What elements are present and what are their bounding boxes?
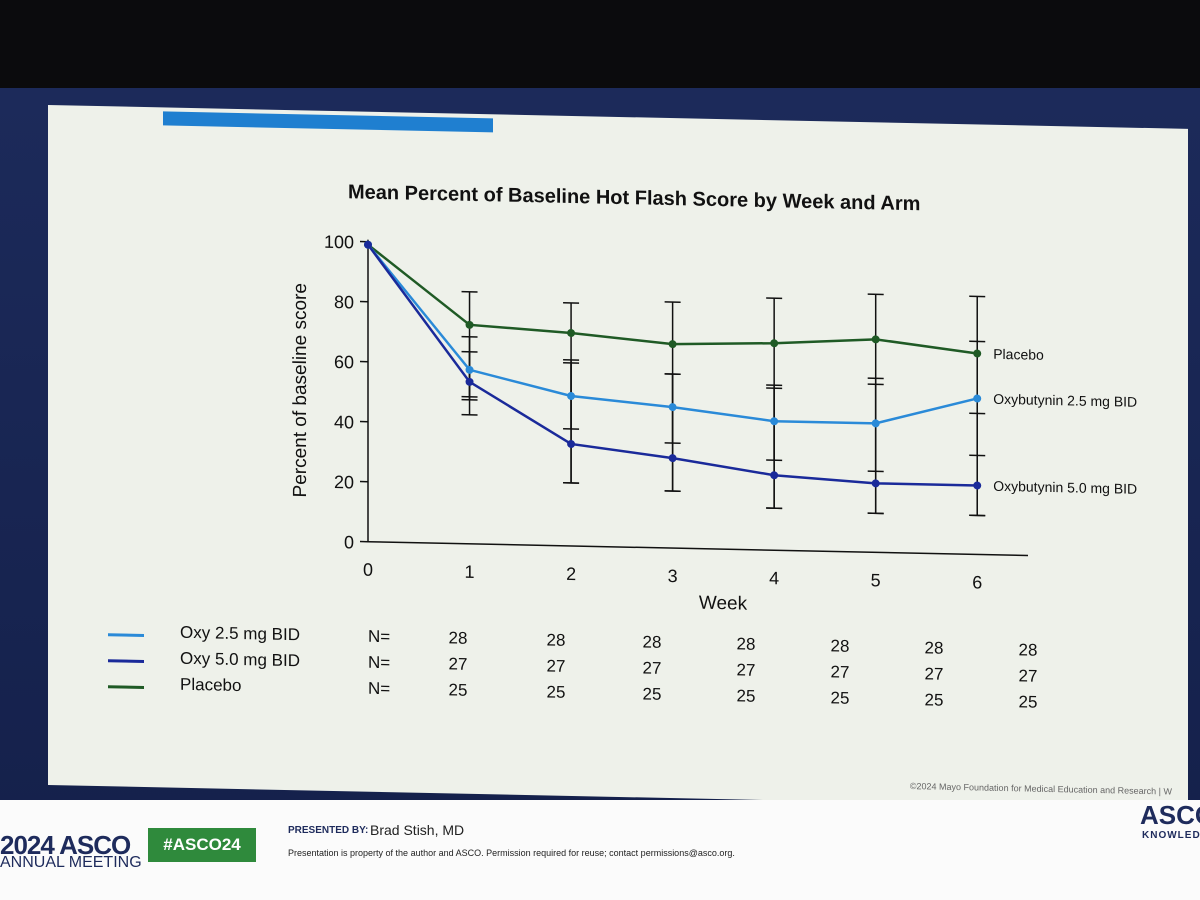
series-end-label: Oxybutynin 5.0 mg BID — [993, 478, 1137, 497]
hashtag-badge: #ASCO24 — [148, 828, 256, 862]
line-chart: 0 20 40 60 80 100 0 1 2 3 4 5 6 Week Percent of baseli… — [290, 232, 1137, 615]
data-point — [668, 403, 677, 412]
data-point — [770, 339, 779, 348]
data-point — [871, 479, 880, 488]
data-point — [465, 377, 474, 386]
data-point — [668, 340, 677, 349]
x-tick-label: 2 — [566, 564, 576, 584]
x-tick-label: 4 — [769, 568, 779, 588]
n-value: 28 — [546, 630, 566, 650]
n-value: 25 — [1018, 692, 1038, 712]
n-value: 28 — [448, 628, 468, 648]
legend-swatch — [108, 633, 144, 638]
n-value: 28 — [736, 634, 756, 654]
data-point — [973, 394, 982, 403]
asco-meeting-logo: 2024 ASCO — [0, 830, 131, 860]
data-point — [973, 349, 982, 358]
n-value: 27 — [736, 660, 756, 680]
x-tick-label: 5 — [871, 570, 881, 590]
footer: 2024 ASCO ANNUAL MEETING #ASCO24 PRESENT… — [0, 800, 1200, 900]
data-point — [770, 417, 779, 426]
asco-brand-logo: ASCO — [1140, 800, 1200, 830]
data-point — [364, 240, 372, 249]
n-value: 25 — [736, 686, 756, 706]
y-tick-label: 100 — [324, 232, 354, 253]
data-point — [567, 391, 576, 400]
data-point — [567, 328, 576, 337]
n-value: 28 — [830, 636, 850, 656]
n-value: 27 — [1018, 666, 1038, 686]
x-tick-label: 6 — [972, 572, 982, 592]
n-value: 28 — [924, 638, 944, 658]
asco-knowledge-label: KNOWLEDGE — [1142, 830, 1200, 841]
data-point — [973, 481, 982, 490]
y-tick-label: 40 — [334, 412, 354, 432]
data-point — [465, 320, 474, 329]
y-tick-label: 80 — [334, 292, 354, 312]
n-value: 27 — [448, 654, 468, 674]
y-axis-label: Percent of baseline score — [290, 283, 311, 498]
series-end-label: Placebo — [993, 346, 1044, 363]
data-point — [770, 471, 779, 480]
legend-label: Oxy 5.0 mg BID — [180, 648, 300, 671]
n-value: 25 — [924, 690, 944, 710]
n-value: 27 — [642, 658, 662, 678]
copyright-notice: ©2024 Mayo Foundation for Medical Educat… — [909, 781, 1172, 797]
presenter-name: Brad Stish, MD — [370, 822, 465, 838]
series-end-label: Oxybutynin 2.5 mg BID — [993, 391, 1137, 410]
n-value: 27 — [546, 656, 566, 676]
disclaimer-text: Presentation is property of the author a… — [288, 848, 735, 858]
n-value: 28 — [642, 632, 662, 652]
legend-label: Placebo — [180, 674, 242, 696]
legend-swatch — [108, 685, 144, 690]
y-tick-label: 0 — [344, 532, 354, 552]
n-label: N= — [368, 652, 391, 673]
data-point — [668, 454, 677, 463]
n-value: 27 — [830, 662, 850, 682]
meeting-label: ANNUAL MEETING — [0, 854, 142, 871]
n-value: 25 — [546, 682, 566, 702]
x-axis — [368, 540, 1028, 557]
x-tick-label: 3 — [668, 566, 678, 586]
n-value: 28 — [1018, 640, 1038, 660]
data-point — [871, 335, 880, 344]
n-value: 27 — [924, 664, 944, 684]
n-value: 25 — [830, 688, 850, 708]
n-value: 25 — [642, 684, 662, 704]
y-tick-label: 60 — [334, 352, 354, 372]
x-tick-label: 0 — [363, 560, 373, 580]
x-tick-label: 1 — [465, 562, 475, 582]
n-label: N= — [368, 626, 391, 647]
legend-swatch — [108, 659, 144, 664]
data-point — [465, 365, 474, 374]
data-point — [567, 439, 576, 448]
slide: Mean Percent of Baseline Hot Flash Score… — [48, 105, 1188, 809]
n-label: N= — [368, 678, 391, 699]
data-point — [871, 419, 880, 428]
n-value: 25 — [448, 680, 468, 700]
x-axis-label: Week — [699, 593, 748, 615]
presented-by-label: PRESENTED BY: — [288, 825, 369, 836]
y-tick-label: 20 — [334, 472, 354, 492]
legend-label: Oxy 2.5 mg BID — [180, 622, 300, 645]
